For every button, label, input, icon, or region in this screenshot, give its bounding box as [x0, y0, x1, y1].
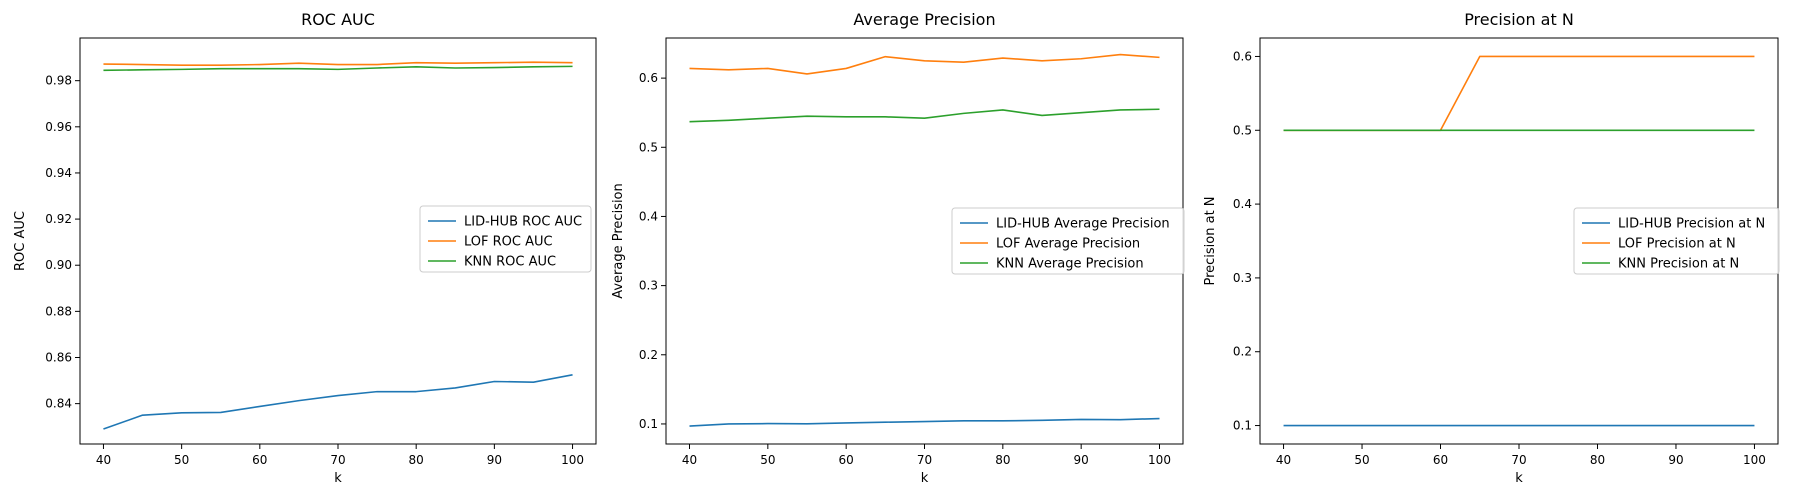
x-tick-label: 50	[1354, 453, 1369, 467]
x-tick-label: 70	[1511, 453, 1526, 467]
chart-roc-auc: ROC AUC 40 50 60 70 80 90 100 0.84 0.86 0.88 0.90 0.…	[13, 10, 597, 486]
y-tick-label: 0.1	[1233, 419, 1252, 433]
chart-title: Average Precision	[853, 10, 995, 29]
series-line-lid-hub-roc-auc	[103, 374, 573, 430]
y-tick-label: 0.98	[45, 74, 72, 88]
y-tick-label: 0.4	[639, 209, 658, 223]
y-tick-label: 0.4	[1233, 197, 1252, 211]
x-axis-label: k	[921, 471, 929, 486]
x-tick-label: 40	[96, 453, 111, 467]
y-tick-label: 0.86	[45, 350, 72, 364]
y-axis-label: Average Precision	[611, 183, 626, 299]
legend-entry: LID-HUB Average Precision	[996, 217, 1170, 232]
legend-entry: LOF ROC AUC	[464, 235, 553, 250]
x-tick-label: 50	[760, 453, 775, 467]
y-tick-label: 0.5	[1233, 123, 1252, 137]
legend-entry: LOF Precision at N	[1618, 237, 1736, 252]
y-tick-label: 0.3	[639, 279, 658, 293]
x-tick-label: 60	[1433, 453, 1448, 467]
x-tick-label: 100	[561, 453, 584, 467]
x-tick-label: 100	[1743, 453, 1766, 467]
legend: LID-HUB Average Precision LOF Average Pre…	[951, 207, 1185, 275]
x-axis-label: k	[334, 471, 342, 486]
x-tick-label: 80	[995, 453, 1010, 467]
chart-average-precision: Average Precision 40 50 60 70 80 90 100 0.1 0.2 0.…	[611, 10, 1185, 486]
legend: LID-HUB Precision at N LOF Precision at N…	[1573, 207, 1780, 275]
y-tick-label: 0.84	[45, 397, 72, 411]
x-tick-label: 60	[839, 453, 854, 467]
x-tick-label: 60	[252, 453, 267, 467]
chart-title: ROC AUC	[301, 10, 375, 29]
legend-entry: LID-HUB Precision at N	[1618, 217, 1765, 232]
series-line-lof-average-precision	[689, 53, 1160, 75]
y-tick-label: 0.2	[639, 348, 658, 362]
y-tick-label: 0.1	[639, 417, 658, 431]
y-tick-label: 0.96	[45, 120, 72, 134]
chart-title: Precision at N	[1464, 10, 1574, 29]
y-tick-label: 0.2	[1233, 345, 1252, 359]
series-line-knn-average-precision	[689, 108, 1160, 123]
x-tick-label: 80	[409, 453, 424, 467]
x-tick-label: 50	[174, 453, 189, 467]
x-tick-label: 100	[1148, 453, 1171, 467]
legend-box	[1573, 207, 1780, 275]
x-tick-label: 90	[487, 453, 502, 467]
y-axis-label: ROC AUC	[13, 211, 28, 271]
y-tick-label: 0.3	[1233, 271, 1252, 285]
y-tick-label: 0.88	[45, 304, 72, 318]
y-tick-label: 0.5	[639, 140, 658, 154]
x-tick-label: 80	[1590, 453, 1605, 467]
x-tick-label: 70	[330, 453, 345, 467]
x-tick-label: 40	[1276, 453, 1291, 467]
x-tick-label: 70	[917, 453, 932, 467]
y-tick-label: 0.94	[45, 166, 72, 180]
x-axis-label: k	[1515, 471, 1523, 486]
y-tick-label: 0.6	[1233, 49, 1252, 63]
y-tick-label: 0.90	[45, 258, 72, 272]
y-axis-label: Precision at N	[1203, 196, 1218, 285]
legend-entry: LID-HUB ROC AUC	[464, 215, 582, 230]
legend-box	[419, 205, 592, 273]
y-tick-label: 0.92	[45, 212, 72, 226]
x-tick-label: 40	[682, 453, 697, 467]
x-tick-label: 90	[1668, 453, 1683, 467]
legend-entry: KNN Average Precision	[996, 257, 1144, 272]
x-tick-label: 90	[1074, 453, 1089, 467]
series-line-knn-roc-auc	[103, 65, 573, 72]
series-line-lid-hub-average-precision	[689, 417, 1160, 427]
chart-precision-at-n: Precision at N 40 50 60 70 80 90 100 0.1 0.2 0.3 0.…	[1203, 10, 1780, 486]
legend-entry: KNN Precision at N	[1618, 257, 1739, 272]
series-line-lof-roc-auc	[103, 61, 573, 67]
legend-entry: LOF Average Precision	[996, 237, 1140, 252]
y-tick-label: 0.6	[639, 71, 658, 85]
legend-box	[951, 207, 1185, 275]
legend: LID-HUB ROC AUC LOF ROC AUC KNN ROC AUC	[419, 205, 592, 273]
plot-frame	[79, 37, 597, 445]
legend-entry: KNN ROC AUC	[464, 255, 556, 270]
